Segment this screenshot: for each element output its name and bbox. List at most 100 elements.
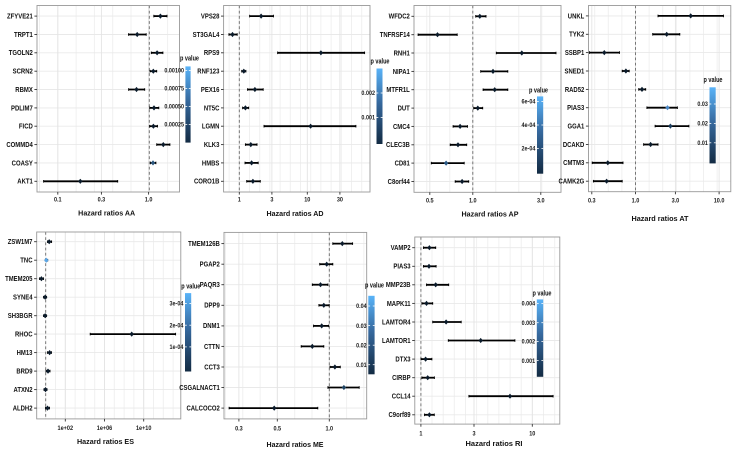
svg-text:6e-04: 6e-04 [522, 99, 537, 105]
svg-text:1: 1 [419, 431, 423, 437]
svg-text:MMP23B: MMP23B [386, 282, 411, 290]
svg-text:C9orf89: C9orf89 [388, 412, 410, 420]
svg-text:Hazard ratios ME: Hazard ratios ME [267, 442, 324, 449]
svg-text:0.03: 0.03 [697, 102, 708, 108]
svg-text:SYNE4: SYNE4 [13, 294, 33, 302]
svg-text:0.02: 0.02 [356, 343, 367, 349]
svg-text:SH3BGR: SH3BGR [8, 313, 33, 321]
svg-text:RNH1: RNH1 [394, 50, 411, 58]
svg-text:0.01: 0.01 [356, 363, 367, 369]
svg-text:3e-04: 3e-04 [170, 301, 185, 307]
svg-text:LGMN: LGMN [202, 123, 220, 131]
svg-text:CD81: CD81 [395, 160, 411, 168]
svg-text:0.1: 0.1 [54, 197, 62, 203]
svg-text:DUT: DUT [398, 105, 410, 113]
svg-text:p value: p value [181, 283, 200, 290]
svg-text:ST3GAL4: ST3GAL4 [193, 32, 220, 40]
svg-text:NIPA1: NIPA1 [393, 68, 410, 76]
svg-text:3.0: 3.0 [537, 198, 545, 204]
svg-text:0.04: 0.04 [356, 304, 367, 310]
svg-text:1.0: 1.0 [145, 197, 153, 203]
svg-text:MAPK11: MAPK11 [387, 300, 411, 308]
svg-text:3.0: 3.0 [672, 198, 680, 204]
svg-text:0.00100: 0.00100 [164, 68, 184, 74]
svg-text:2e-04: 2e-04 [522, 146, 537, 152]
svg-text:GGA1: GGA1 [567, 123, 584, 131]
svg-text:CMTM3: CMTM3 [563, 160, 584, 168]
svg-text:0.00075: 0.00075 [164, 86, 184, 92]
svg-text:CAMK2G: CAMK2G [559, 178, 585, 186]
svg-text:FICD: FICD [19, 123, 33, 131]
svg-text:1: 1 [238, 197, 242, 203]
svg-text:PIAS3: PIAS3 [567, 105, 585, 113]
svg-text:WFDC2: WFDC2 [389, 13, 410, 21]
svg-text:DPP9: DPP9 [204, 302, 220, 310]
svg-text:TMEM126B: TMEM126B [188, 241, 220, 249]
svg-text:Hazard ratios ES: Hazard ratios ES [77, 439, 134, 446]
svg-text:0.01: 0.01 [697, 141, 708, 147]
svg-text:C8orf44: C8orf44 [388, 179, 410, 187]
svg-text:Hazard ratios AA: Hazard ratios AA [78, 210, 135, 217]
svg-text:CIRBP: CIRBP [392, 375, 411, 383]
svg-text:Hazard ratios AD: Hazard ratios AD [267, 211, 324, 218]
svg-text:4e-04: 4e-04 [522, 123, 537, 129]
svg-text:0.001: 0.001 [522, 358, 536, 364]
svg-text:CALCOCO2: CALCOCO2 [186, 405, 220, 413]
svg-text:DCAKD: DCAKD [563, 142, 585, 150]
svg-text:0.002: 0.002 [522, 339, 536, 345]
svg-text:NT5C: NT5C [204, 105, 220, 113]
svg-text:TGOLN2: TGOLN2 [9, 50, 33, 58]
svg-text:TRPT1: TRPT1 [14, 32, 33, 40]
svg-text:0.003: 0.003 [522, 321, 536, 327]
svg-text:Hazard ratios AT: Hazard ratios AT [632, 216, 690, 223]
svg-text:HMBS: HMBS [202, 160, 220, 168]
svg-text:CMC4: CMC4 [393, 123, 410, 131]
svg-text:Hazard ratios RI: Hazard ratios RI [466, 441, 523, 448]
svg-text:TYK2: TYK2 [569, 31, 585, 39]
svg-text:RBMX: RBMX [15, 87, 33, 95]
svg-text:CORO1B: CORO1B [194, 178, 220, 186]
svg-text:ZSW1M7: ZSW1M7 [8, 239, 33, 247]
svg-text:1e+10: 1e+10 [136, 426, 152, 432]
svg-text:TNFRSF14: TNFRSF14 [380, 32, 410, 40]
svg-text:RAD52: RAD52 [565, 86, 585, 94]
svg-text:SCRN2: SCRN2 [13, 68, 33, 76]
svg-text:p value: p value [365, 283, 384, 290]
svg-text:0.03: 0.03 [356, 323, 367, 329]
svg-text:AKT1: AKT1 [17, 178, 33, 186]
svg-text:10: 10 [304, 197, 311, 203]
svg-text:ZFYVE21: ZFYVE21 [7, 13, 33, 21]
svg-text:TNC: TNC [20, 257, 32, 265]
svg-text:TMEM205: TMEM205 [5, 276, 33, 284]
svg-text:Hazard ratios AP: Hazard ratios AP [462, 212, 519, 219]
svg-text:PIAS3: PIAS3 [393, 263, 411, 271]
svg-text:CSGALNACT1: CSGALNACT1 [179, 385, 220, 393]
svg-text:0.5: 0.5 [273, 426, 281, 432]
svg-text:0.02: 0.02 [697, 121, 708, 127]
svg-text:UNKL: UNKL [568, 13, 585, 21]
svg-text:CCT3: CCT3 [204, 364, 220, 372]
svg-text:MTFR1L: MTFR1L [386, 87, 409, 95]
svg-text:p value: p value [180, 56, 199, 63]
svg-text:10.0: 10.0 [714, 198, 725, 204]
svg-text:30: 30 [337, 197, 344, 203]
svg-text:1.0: 1.0 [469, 198, 477, 204]
svg-text:LAMTOR4: LAMTOR4 [382, 319, 411, 327]
svg-text:LAMTOR1: LAMTOR1 [382, 338, 411, 346]
svg-text:RPS9: RPS9 [204, 50, 220, 58]
svg-text:SSBP1: SSBP1 [565, 50, 585, 58]
svg-text:VAMP2: VAMP2 [391, 245, 411, 253]
svg-text:PEX16: PEX16 [201, 87, 220, 95]
svg-text:0.00025: 0.00025 [164, 122, 184, 128]
svg-text:0.004: 0.004 [522, 301, 536, 307]
svg-text:CLEC3B: CLEC3B [386, 142, 410, 150]
svg-text:0.001: 0.001 [361, 115, 375, 121]
svg-text:COMMD4: COMMD4 [6, 142, 33, 150]
svg-text:DTX3: DTX3 [395, 356, 411, 364]
svg-text:ALDH2: ALDH2 [13, 405, 33, 413]
svg-text:1.0: 1.0 [325, 426, 333, 432]
svg-text:10: 10 [529, 431, 536, 437]
svg-text:1.0: 1.0 [632, 198, 640, 204]
svg-text:PAQR3: PAQR3 [200, 282, 220, 290]
svg-text:RNF123: RNF123 [197, 68, 219, 76]
